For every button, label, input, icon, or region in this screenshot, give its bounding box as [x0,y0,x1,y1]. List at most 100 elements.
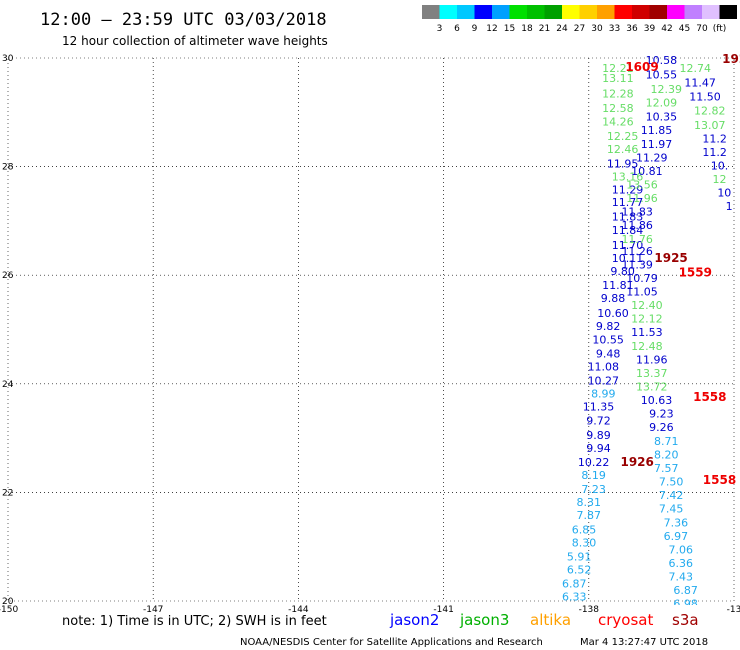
wave-height-point: 13.72 [636,381,668,394]
grid-lines [8,58,734,601]
colorbar-label: 12 [486,24,497,34]
wave-height-point: 12.09 [646,97,678,110]
colorbar-label: 21 [539,24,550,34]
wave-height-point: 11.81 [602,279,634,292]
wave-height-point: 9.80 [610,265,635,278]
wave-height-point: 9.88 [601,292,626,305]
wave-height-point: 12.58 [602,102,634,115]
colorbar-swatch [614,5,632,19]
x-tick-label: -141 [433,605,453,615]
wave-height-point: 11.76 [621,233,653,246]
y-tick-label: 28 [2,163,14,173]
wave-height-point: 11.26 [621,245,653,258]
wave-height-point: 11.70 [612,239,644,252]
wave-height-point: 7.43 [669,571,694,584]
wave-height-point: 9.72 [586,415,611,428]
wave-height-point: 11.77 [612,196,644,209]
wave-height-point: 11.29 [636,151,668,164]
wave-height-point: 12.21 [602,62,634,75]
wave-height-point: 7.57 [654,462,679,475]
wave-height-point: 9.48 [596,347,621,360]
wave-height-point: 11.96 [636,353,668,366]
colorbar-swatch [492,5,510,19]
wave-height-point: 6.85 [572,523,597,536]
wave-height-point: 9.23 [649,408,674,421]
wave-height-point: 8.19 [581,469,606,482]
wave-height-point: 14.26 [602,116,634,129]
colorbar-swatch [474,5,492,19]
colorbar-swatch [544,5,562,19]
wave-height-point: 7.50 [659,476,684,489]
pass-time-label: 1559 [679,265,712,279]
legend-jason3: jason3 [459,611,509,629]
wave-height-point: 10.27 [588,375,620,388]
colorbar-label: 70 [696,24,708,34]
wave-height-point: 11.50 [689,91,721,104]
colorbar-swatch [422,5,440,19]
wave-height-point: 12.39 [650,83,682,96]
wave-height-point: 10.55 [592,333,624,346]
colorbar-label: 42 [661,24,672,34]
colorbar-label: 27 [574,24,585,34]
wave-height-point: 11.29 [612,183,644,196]
wave-height-point: 11.35 [583,401,615,414]
wave-height-point: 11.95 [607,157,639,170]
wave-height-point: 12.46 [607,143,639,156]
wave-height-point: 6.52 [567,564,592,577]
wave-height-point: 10.81 [631,165,663,178]
wave-height-point: 10. [711,160,729,173]
wave-height-point: 8.31 [577,496,602,509]
colorbar-swatch [527,5,545,19]
wave-height-point: 8.99 [591,388,616,401]
wave-height-point: 6.87 [673,584,698,597]
wave-height-point: 11.05 [626,285,658,298]
credit-timestamp: Mar 4 13:27:47 UTC 2018 [580,637,708,648]
chart-subtitle: 12 hour collection of altimeter wave hei… [62,34,328,48]
pass-time-label: 1557 [737,627,740,641]
wave-height-point: 11.08 [588,360,620,373]
wave-height-point: 11.39 [621,258,653,271]
colorbar-label: 3 [437,24,443,34]
pass-time-labels: 160919241925155915581926155819271557 [620,52,740,641]
colorbar-label: (ft) [713,24,727,34]
chart-title: 12:00 – 23:59 UTC 03/03/2018 [40,10,327,30]
wave-height-point: 13.16 [612,170,644,183]
wave-height-point: 9.82 [596,320,621,333]
wave-height-point: 6.36 [669,557,694,570]
colorbar-swatch [439,5,457,19]
wave-height-point: 7.45 [659,503,684,516]
pass-time-label: 1926 [620,455,653,469]
wave-height-point: 13.37 [636,367,668,380]
wave-height-point: 12.82 [694,105,726,118]
wave-height-point: 10 [717,187,731,200]
wave-height-point: 12.28 [602,87,634,100]
credit-source: NOAA/NESDIS Center for Satellite Applica… [240,637,543,648]
colorbar-swatch [684,5,702,19]
wave-height-point: 6.33 [562,591,587,604]
plot-frame [7,57,735,602]
wave-height-point: 6.97 [664,530,689,543]
x-tick-label: -138 [579,605,600,615]
colorbar-swatch [562,5,580,19]
wave-height-point: 12.12 [631,313,663,326]
colorbar-label: 15 [504,24,515,34]
wave-height-point: 7.36 [664,516,689,529]
x-tick-label: -150 [0,605,18,615]
colorbar-swatch [457,5,475,19]
colorbar-swatch [509,5,527,19]
wave-height-point: 6.98 [673,598,698,611]
wave-height-point: 6.87 [562,578,587,591]
pass-time-label: 1558 [693,390,726,404]
colorbar-swatch [649,5,667,19]
wave-height-point: 10.55 [646,68,678,81]
colorbar-swatch [667,5,685,19]
pass-time-label: 1925 [654,251,687,265]
colorbar-label: 33 [609,24,620,34]
colorbar-swatch [632,5,650,19]
wave-height-point: 13.56 [626,179,658,192]
wave-height-point: 9.89 [586,429,611,442]
colorbar-label: 39 [644,24,656,34]
wave-height-point: 10.58 [646,54,678,67]
legend-cryosat: cryosat [598,611,653,629]
